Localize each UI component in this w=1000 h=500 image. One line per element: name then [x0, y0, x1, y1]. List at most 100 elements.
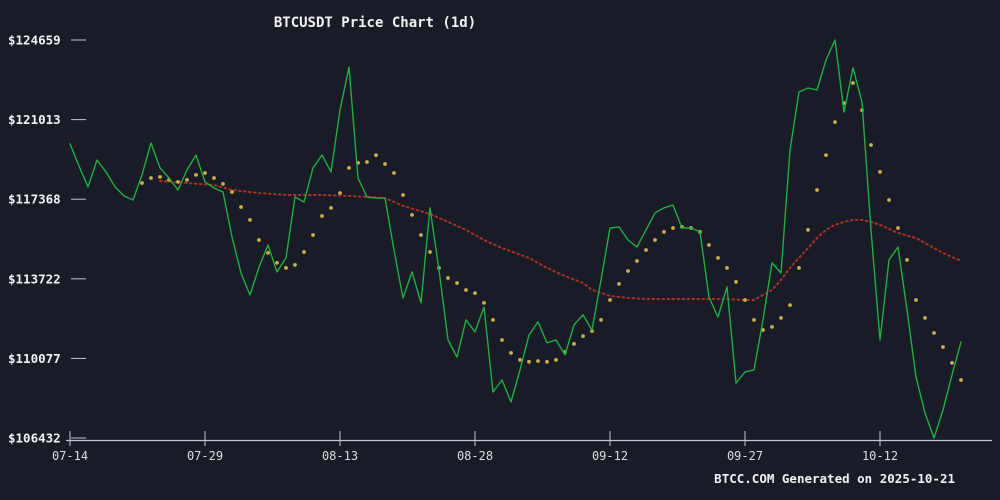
series-ma-short-dots [140, 81, 963, 382]
x-tick-label: 08-13 [322, 449, 358, 463]
ma-short-dot [950, 361, 954, 365]
ma-short-dot [797, 266, 801, 270]
ma-short-dot [599, 318, 603, 322]
x-tick-label: 08-28 [457, 449, 493, 463]
ma-short-dot [509, 351, 513, 355]
ma-short-dot [428, 250, 432, 254]
series-price-line [69, 39, 962, 439]
ma-short-dot [941, 345, 945, 349]
ma-short-dot [401, 193, 405, 197]
ma-short-dot [851, 81, 855, 85]
ma-short-dot [230, 190, 234, 194]
ma-short-dot [365, 160, 369, 164]
ma-short-dot [455, 281, 459, 285]
ma-short-dot [707, 243, 711, 247]
y-axis: $124659 $121013 $117368 $113722 $110077 $1064… [8, 33, 86, 446]
ma-short-dot [194, 173, 198, 177]
ma-short-dot [572, 342, 576, 346]
ma-short-dot [257, 238, 261, 242]
ma-short-dot [734, 280, 738, 284]
ma-short-dot [635, 259, 639, 263]
ma-short-dot [815, 188, 819, 192]
ma-short-dot [608, 298, 612, 302]
x-tick-label: 09-27 [727, 449, 763, 463]
ma-short-dot [518, 358, 522, 362]
ma-short-dot [212, 176, 216, 180]
ma-short-dot [527, 359, 531, 364]
ma-short-dot [644, 248, 648, 252]
ma-short-dot [140, 181, 144, 185]
y-tick-label: $124659 [8, 33, 61, 48]
ma-short-dot [806, 228, 810, 232]
ma-short-dot [392, 171, 396, 175]
series-ma-long-dotted [159, 180, 962, 301]
ma-short-dot [752, 318, 756, 322]
ma-short-dot [239, 205, 243, 209]
ma-short-dot [248, 218, 252, 222]
ma-short-dot [446, 276, 450, 280]
y-tick-label: $121013 [8, 112, 61, 127]
ma-short-dot [491, 318, 495, 322]
ma-short-dot [410, 213, 414, 217]
ma-short-dot [914, 298, 918, 302]
ma-short-dot [185, 178, 189, 182]
ma-short-dot [590, 329, 594, 333]
ma-short-dot [581, 334, 585, 338]
x-tick-label: 07-29 [187, 449, 223, 463]
ma-short-dot [716, 256, 720, 260]
ma-short-dot [266, 251, 270, 255]
ma-short-dot [149, 176, 153, 180]
y-tick-label: $117368 [8, 192, 61, 207]
ma-short-dot [158, 175, 162, 179]
ma-short-dot [626, 269, 630, 273]
ma-short-dot [347, 166, 351, 170]
x-axis: 07-14 07-29 08-13 08-28 09-12 09-27 10-12 [52, 431, 992, 463]
watermark-generated-label: BTCC.COM Generated on 2025-10-21 [714, 471, 955, 486]
ma-short-dot [617, 282, 621, 286]
ma-short-dot [419, 233, 423, 237]
ma-short-dot [725, 266, 729, 270]
ma-short-dot [671, 226, 675, 230]
ma-short-dot [887, 198, 891, 202]
y-tick-label: $106432 [8, 431, 61, 446]
ma-short-dot [878, 170, 882, 174]
x-tick-label: 09-12 [592, 449, 628, 463]
ma-short-dot [824, 153, 828, 158]
chart-title: BTCUSDT Price Chart (1d) [274, 15, 476, 31]
ma-short-dot [500, 338, 504, 342]
ma-short-dot [383, 162, 387, 166]
y-tick-label: $113722 [8, 271, 61, 286]
ma-short-dot [221, 182, 225, 186]
ma-short-dot [374, 153, 378, 158]
ma-short-dot [905, 258, 909, 262]
ma-short-dot [329, 206, 333, 210]
ma-short-dot [779, 316, 783, 320]
ma-short-dot [311, 233, 315, 237]
ma-short-dot [743, 298, 747, 302]
ma-short-dot [176, 180, 180, 184]
ma-short-dot [545, 359, 549, 364]
ma-short-dot [464, 288, 468, 292]
ma-short-dot [770, 325, 774, 329]
ma-long-dotted-line [159, 180, 962, 301]
ma-short-dot [284, 266, 288, 270]
ma-short-dot [869, 143, 873, 147]
ma-short-dot [320, 214, 324, 218]
x-tick-label: 07-14 [52, 449, 88, 463]
ma-short-dot [662, 230, 666, 234]
ma-short-dot [932, 331, 936, 335]
ma-short-dot [554, 358, 558, 362]
ma-short-dot [302, 250, 306, 254]
ma-short-dot [203, 171, 207, 175]
ma-short-dot [275, 261, 279, 265]
ma-short-dot [923, 316, 927, 320]
ma-short-dot [653, 238, 657, 242]
x-tick-label: 10-12 [862, 449, 898, 463]
ma-short-dot [293, 263, 297, 267]
ma-short-dot [833, 120, 837, 124]
ma-short-dot [338, 191, 342, 195]
ma-short-dot [473, 291, 477, 295]
price-line [69, 39, 962, 439]
